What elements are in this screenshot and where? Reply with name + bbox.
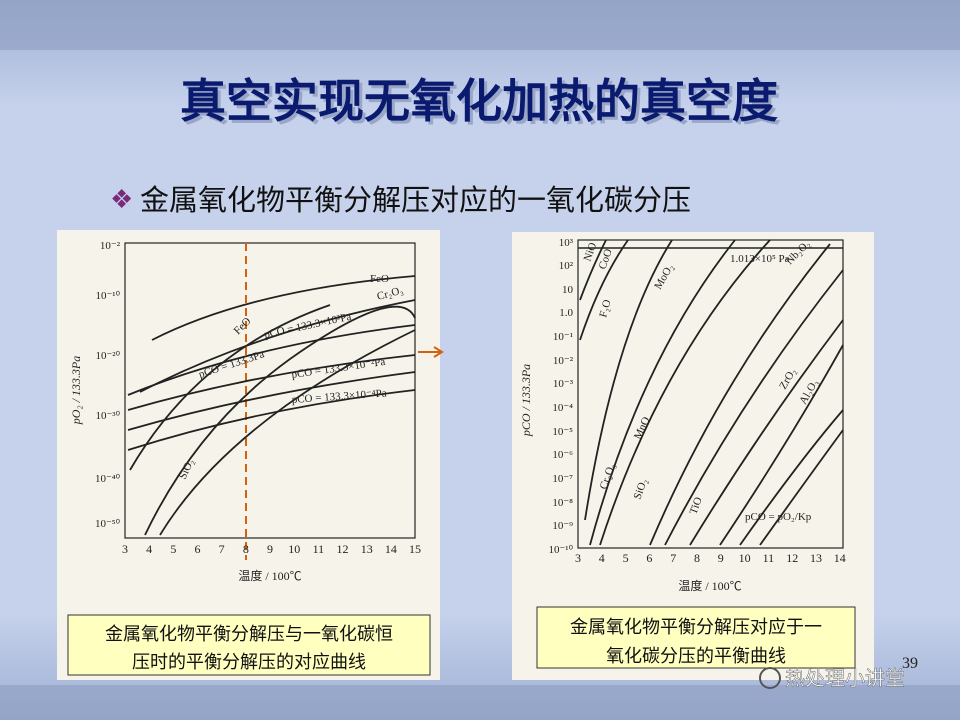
bullet-icon: ❖ — [110, 185, 133, 215]
x-tick-label: 11 — [313, 542, 325, 556]
x-tick-label: 8 — [243, 542, 249, 556]
curve — [589, 239, 736, 546]
y-tick-label: 1.0 — [559, 307, 573, 319]
page-number: 39 — [902, 655, 918, 672]
y-tick-label: 10⁻⁶ — [552, 449, 573, 461]
y-tick-label: 10⁻²⁰ — [95, 350, 120, 362]
plot-frame-right — [577, 239, 844, 549]
y-tick-label: 10⁻⁸ — [552, 497, 573, 509]
y-tick-label: 10⁻² — [100, 240, 121, 252]
curve — [599, 239, 771, 546]
curve — [649, 243, 831, 546]
x-tick-label: 13 — [810, 551, 822, 565]
x-tick-label: 7 — [219, 542, 225, 556]
x-tick-label: 14 — [385, 542, 397, 556]
y-tick-label: 10⁻⁵⁰ — [95, 518, 121, 530]
y-tick-label: 10 — [562, 284, 574, 296]
x-tick-label: 6 — [646, 551, 652, 565]
curve — [719, 344, 844, 546]
watermark-icon — [759, 667, 781, 689]
y-tick-label: 10⁻¹ — [553, 331, 573, 343]
x-tick-label: 5 — [170, 542, 176, 556]
x-tick-label: 11 — [763, 551, 775, 565]
x-tick-label: 6 — [195, 542, 201, 556]
x-tick-label: 8 — [694, 551, 700, 565]
title-shadow: 真空实现无氧化加热的真空度 — [183, 77, 781, 131]
caption: 氧化碳分压的平衡曲线 — [606, 646, 786, 667]
curve — [689, 319, 844, 546]
curve-label: 1.013×10⁵ Pa — [730, 253, 790, 265]
curve — [739, 409, 844, 546]
bullet-text: 金属氧化物平衡分解压对应的一氧化碳分压 — [140, 183, 691, 217]
y-tick-label: 10⁻⁴ — [552, 402, 573, 414]
curve — [579, 239, 607, 301]
curve — [159, 329, 416, 536]
x-tick-label: 14 — [834, 551, 846, 565]
x-tick-label: 3 — [122, 542, 128, 556]
y-tick-label: 10⁻⁴⁰ — [95, 473, 121, 485]
y-tick-label: 10⁻¹⁰ — [95, 290, 120, 302]
x-tick-label: 13 — [361, 542, 373, 556]
y-axis-label: pCO / 133.3Pa — [519, 364, 533, 437]
x-axis-label: 温度 / 100℃ — [238, 568, 301, 583]
x-tick-label: 15 — [409, 542, 421, 556]
y-tick-label: 10² — [559, 260, 574, 272]
curve — [579, 239, 629, 341]
top-band — [0, 0, 960, 50]
y-tick-label: 10⁻¹⁰ — [548, 544, 573, 556]
x-axis-label: 温度 / 100℃ — [678, 578, 741, 593]
curve — [664, 269, 844, 546]
y-tick-label: 10³ — [559, 237, 574, 249]
curve-label: FeO — [370, 273, 389, 285]
figure-left — [57, 230, 440, 680]
curve-label: F₂O — [597, 298, 613, 318]
curve — [127, 354, 416, 411]
y-axis-label: pO₂ / 133.3Pa — [69, 356, 83, 426]
curve — [127, 389, 416, 451]
caption: 压时的平衡分解压的对应曲线 — [132, 652, 366, 673]
y-tick-label: 10⁻³⁰ — [95, 410, 120, 422]
caption: 金属氧化物平衡分解压对应于一 — [570, 617, 822, 638]
x-tick-label: 3 — [575, 551, 581, 565]
x-tick-label: 12 — [337, 542, 349, 556]
arrow — [418, 346, 444, 358]
y-tick-label: 10⁻⁵ — [552, 426, 573, 438]
caption-box-right — [536, 606, 856, 669]
curve-label: pCO = pO₂/Kp — [745, 511, 812, 523]
x-tick-label: 9 — [718, 551, 724, 565]
curve — [139, 299, 416, 393]
x-tick-label: 12 — [786, 551, 798, 565]
curve-label: TiO — [688, 496, 705, 516]
curve — [151, 275, 416, 341]
curve — [584, 239, 673, 521]
x-tick-label: 10 — [288, 542, 300, 556]
curve — [129, 304, 331, 471]
x-tick-label: 5 — [623, 551, 629, 565]
y-tick-label: 10⁻² — [553, 355, 574, 367]
caption: 金属氧化物平衡分解压与一氧化碳恒 — [105, 624, 393, 645]
curve — [144, 305, 416, 536]
bottom-band — [0, 685, 960, 720]
x-tick-label: 7 — [670, 551, 676, 565]
curve — [127, 324, 416, 396]
x-tick-label: 4 — [599, 551, 605, 565]
y-tick-label: 10⁻³ — [553, 378, 574, 390]
y-tick-label: 10⁻⁷ — [552, 473, 573, 485]
x-tick-label: 9 — [267, 542, 273, 556]
curve — [127, 371, 416, 431]
curve — [759, 429, 844, 546]
watermark: 热处理小讲堂 — [785, 666, 905, 690]
caption-box-left — [67, 614, 431, 676]
x-tick-label: 4 — [146, 542, 152, 556]
x-tick-label: 10 — [739, 551, 751, 565]
y-tick-label: 10⁻⁹ — [552, 520, 573, 532]
title: 真空实现无氧化加热的真空度 — [180, 74, 778, 128]
